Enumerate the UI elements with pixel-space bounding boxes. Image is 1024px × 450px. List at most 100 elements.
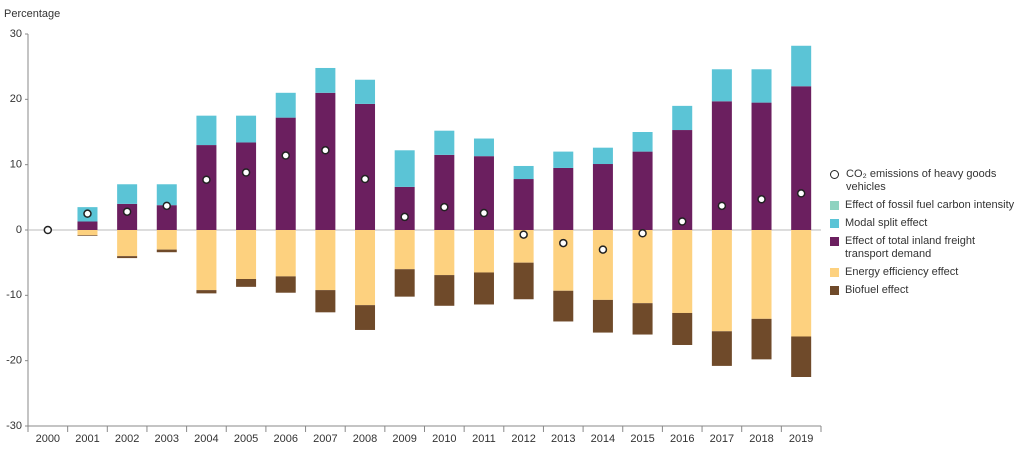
legend: CO₂ emissions of heavy goods vehicles Eff… xyxy=(830,168,1015,302)
x-tick-label: 2011 xyxy=(472,433,496,445)
y-axis-label: Percentage xyxy=(4,8,60,20)
bar-segment xyxy=(77,230,98,236)
point xyxy=(400,212,409,222)
point xyxy=(83,209,92,218)
bar-segment xyxy=(553,167,574,230)
y-tick-label: 20 xyxy=(10,93,22,105)
point xyxy=(559,238,568,248)
legend-item: CO₂ emissions of heavy goods vehicles xyxy=(830,168,1015,194)
bar-segment xyxy=(275,230,296,277)
x-tick-label: 2013 xyxy=(551,433,575,445)
bar-segment xyxy=(156,205,177,230)
x-tick-label: 2014 xyxy=(591,433,615,445)
bar-segment xyxy=(751,230,772,319)
legend-swatch xyxy=(830,237,839,246)
x-tick-label: 2001 xyxy=(75,433,99,445)
bar-segment xyxy=(513,165,534,180)
legend-swatch xyxy=(830,219,839,228)
bar-segment xyxy=(394,150,415,187)
legend-swatch xyxy=(830,170,839,179)
bar-segment xyxy=(513,230,534,263)
bar-segment xyxy=(791,230,812,337)
x-tick-label: 2009 xyxy=(392,433,416,445)
point xyxy=(677,217,687,226)
bar-segment xyxy=(672,105,693,131)
y-tick-label: -30 xyxy=(6,420,22,432)
bar-segment xyxy=(632,132,653,152)
bar-segment xyxy=(156,184,177,206)
bar-segment xyxy=(394,186,415,230)
x-tick-label: 2006 xyxy=(273,433,297,445)
bar-segment xyxy=(117,184,138,204)
bar-segment xyxy=(117,230,138,257)
bar-segment xyxy=(275,276,296,293)
legend-item: Effect of total inland freight transport… xyxy=(830,235,1015,261)
bar-segment xyxy=(553,230,574,291)
bar-segment xyxy=(751,102,772,230)
point xyxy=(281,151,290,160)
x-tick-label: 2017 xyxy=(710,433,734,445)
bar-segment xyxy=(632,151,653,230)
point xyxy=(360,174,370,184)
x-tick-label: 2010 xyxy=(432,433,456,445)
x-tick-label: 2003 xyxy=(155,433,179,445)
bar-segment xyxy=(553,290,574,322)
point xyxy=(796,189,806,198)
legend-swatch xyxy=(830,286,839,295)
bar-segment xyxy=(672,312,693,345)
bar-segment xyxy=(196,145,217,230)
bar-segment xyxy=(513,262,534,300)
y-tick-label: -10 xyxy=(6,289,22,301)
point xyxy=(43,225,53,235)
legend-swatch xyxy=(830,201,839,210)
bar-segment xyxy=(711,230,732,332)
bar-segment xyxy=(592,164,613,230)
bar-segment xyxy=(236,142,257,230)
legend-label: CO₂ emissions of heavy goods vehicles xyxy=(846,168,997,193)
bar-segment xyxy=(672,130,693,230)
legend-item: Modal split effect xyxy=(830,217,1015,230)
bar-segment xyxy=(791,45,812,87)
bar-segment xyxy=(592,299,613,333)
bar-segment xyxy=(473,156,494,230)
bar-segment xyxy=(473,230,494,273)
x-tick-label: 2005 xyxy=(234,433,258,445)
point xyxy=(717,201,727,211)
bar-segment xyxy=(355,103,376,230)
point xyxy=(440,202,449,212)
bar-segment xyxy=(791,86,812,231)
y-tick-label: 30 xyxy=(10,28,22,40)
bar-segment xyxy=(315,290,336,313)
bar-segment xyxy=(196,115,217,146)
legend-label: Biofuel effect xyxy=(845,284,909,296)
point xyxy=(638,229,647,238)
bar-segment xyxy=(117,256,138,259)
bar-segment xyxy=(672,230,693,313)
x-tick-label: 2000 xyxy=(36,433,60,445)
bar-segment xyxy=(473,272,494,305)
bar-segment xyxy=(394,230,415,270)
bar-segment xyxy=(751,318,772,360)
legend-label: Modal split effect xyxy=(845,217,928,229)
bar-segment xyxy=(355,230,376,306)
bar-segment xyxy=(77,235,98,236)
bar-segment xyxy=(355,79,376,104)
legend-label: Energy efficiency effect xyxy=(845,266,959,278)
bar-segment xyxy=(275,92,296,118)
x-tick-label: 2012 xyxy=(511,433,535,445)
y-tick-label: 0 xyxy=(16,224,22,236)
bar-segment xyxy=(355,305,376,330)
bar-segment xyxy=(394,269,415,297)
bar-segment xyxy=(592,230,613,300)
bar-segment xyxy=(236,115,257,143)
x-tick-label: 2015 xyxy=(630,433,654,445)
bar-segment xyxy=(156,230,177,250)
y-tick-label: 10 xyxy=(10,159,22,171)
bar-segment xyxy=(236,279,257,287)
bar-segment xyxy=(236,230,257,279)
legend-swatch xyxy=(830,268,839,277)
bar-segment xyxy=(434,275,455,306)
bar-segment xyxy=(156,249,177,253)
point xyxy=(122,207,132,216)
